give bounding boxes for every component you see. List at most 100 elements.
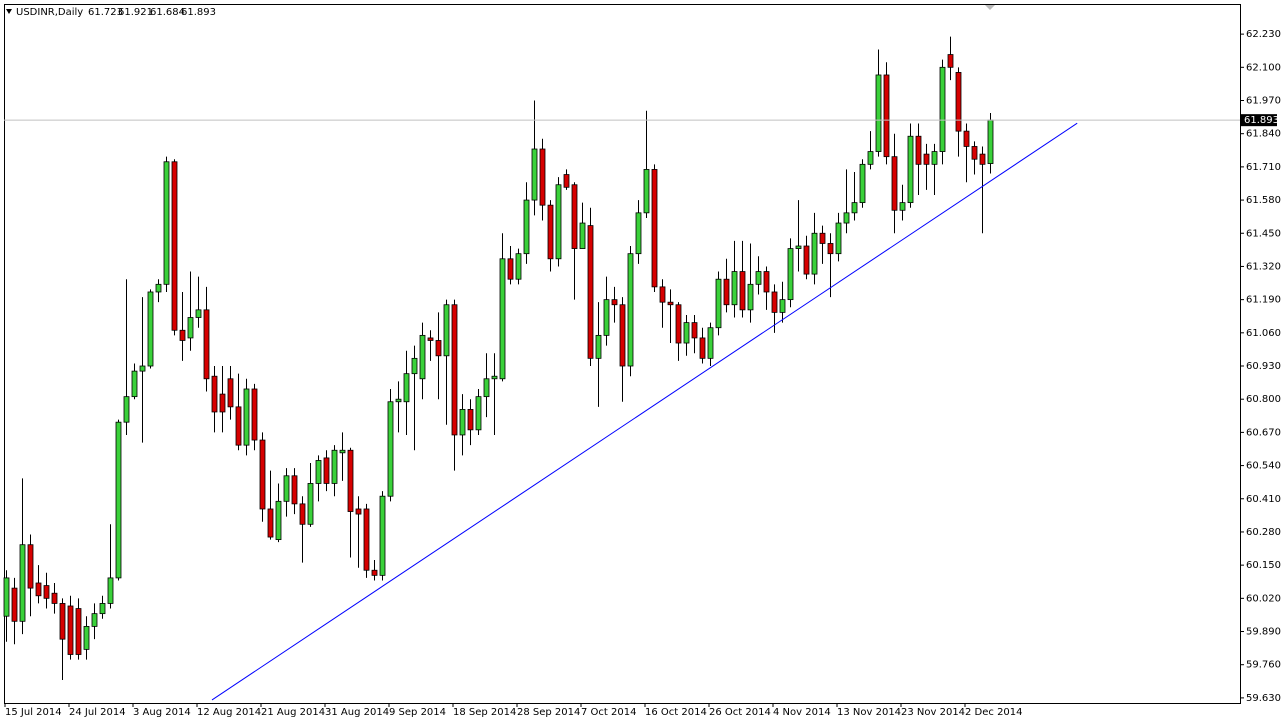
ohlc-low: 61.684 bbox=[150, 7, 185, 18]
candle-body bbox=[155, 283, 162, 293]
candle-body bbox=[579, 222, 586, 249]
x-tick-label: 28 Sep 2014 bbox=[517, 707, 580, 718]
candle-body bbox=[643, 169, 650, 214]
candle-body bbox=[771, 291, 778, 313]
candle-body bbox=[315, 460, 322, 484]
candle-body bbox=[547, 204, 554, 260]
candle-body bbox=[947, 54, 954, 68]
x-tick-label: 15 Jul 2014 bbox=[5, 707, 62, 718]
candle-body bbox=[651, 169, 658, 288]
candle-body bbox=[67, 605, 74, 655]
candle-body bbox=[179, 329, 186, 341]
candle-body bbox=[755, 271, 762, 285]
y-tick-label: 61.970 bbox=[1246, 96, 1281, 107]
candle-body bbox=[115, 421, 122, 579]
y-tick-label: 60.670 bbox=[1246, 427, 1281, 438]
y-tick-label: 61.710 bbox=[1246, 162, 1281, 173]
candle-body bbox=[43, 585, 50, 599]
shift-marker bbox=[985, 5, 995, 10]
candle-body bbox=[603, 299, 610, 336]
candle-body bbox=[731, 271, 738, 306]
candle-body bbox=[51, 592, 58, 604]
candle-body bbox=[707, 327, 714, 359]
candle-body bbox=[267, 508, 274, 538]
candle-body bbox=[507, 258, 514, 280]
plot-frame bbox=[4, 4, 1241, 704]
candle-body bbox=[683, 322, 690, 344]
y-tick-label: 61.450 bbox=[1246, 228, 1281, 239]
candle-body bbox=[91, 613, 98, 627]
candle-body bbox=[19, 544, 26, 622]
candle-body bbox=[619, 304, 626, 367]
candle-body bbox=[627, 253, 634, 367]
candle-body bbox=[131, 370, 138, 398]
candle-body bbox=[27, 544, 34, 589]
x-tick-label: 4 Nov 2014 bbox=[773, 707, 831, 718]
candle-body bbox=[219, 393, 226, 413]
candle-body bbox=[11, 587, 18, 622]
y-tick-label: 60.150 bbox=[1246, 560, 1281, 571]
candle-body bbox=[555, 184, 562, 260]
candle-body bbox=[243, 388, 250, 446]
y-tick-label: 60.540 bbox=[1246, 461, 1281, 472]
x-tick-label: 23 Nov 2014 bbox=[901, 707, 965, 718]
candle-body bbox=[907, 135, 914, 204]
candle-body bbox=[483, 378, 490, 398]
candle-body bbox=[859, 163, 866, 204]
candle-body bbox=[827, 243, 834, 255]
price-label-box bbox=[1241, 114, 1277, 127]
candle-body bbox=[475, 396, 482, 431]
candle-body bbox=[931, 151, 938, 165]
candle-body bbox=[987, 119, 994, 164]
candle-body bbox=[531, 148, 538, 201]
y-tick-label: 60.410 bbox=[1246, 494, 1281, 505]
candle-body bbox=[491, 375, 498, 380]
x-tick-label: 16 Oct 2014 bbox=[645, 707, 707, 718]
candle-body bbox=[379, 495, 386, 576]
candle-body bbox=[667, 301, 674, 306]
candle-body bbox=[35, 582, 42, 597]
candle-body bbox=[355, 508, 362, 515]
candle-body bbox=[939, 66, 946, 152]
candle-body bbox=[451, 304, 458, 436]
candle-body bbox=[795, 245, 802, 249]
candle-body bbox=[923, 153, 930, 165]
y-tick-label: 62.230 bbox=[1246, 29, 1281, 40]
candle-body bbox=[955, 72, 962, 132]
trendline bbox=[211, 122, 1078, 701]
candle-body bbox=[187, 317, 194, 339]
candle-body bbox=[3, 577, 10, 617]
candle-body bbox=[779, 299, 786, 313]
candle-body bbox=[307, 483, 314, 525]
candle-body bbox=[835, 222, 842, 255]
x-tick-label: 18 Sep 2014 bbox=[453, 707, 516, 718]
ohlc-close: 61.893 bbox=[181, 7, 216, 18]
candle-body bbox=[691, 322, 698, 339]
candle-body bbox=[107, 577, 114, 604]
x-tick-label: 26 Oct 2014 bbox=[709, 707, 771, 718]
candle-body bbox=[819, 232, 826, 244]
candle-body bbox=[387, 401, 394, 497]
y-tick-label: 60.280 bbox=[1246, 527, 1281, 538]
candle-body bbox=[299, 503, 306, 525]
candle-body bbox=[739, 271, 746, 311]
candle-body bbox=[963, 130, 970, 147]
candle-body bbox=[195, 309, 202, 318]
ohlc-high: 61.921 bbox=[118, 7, 153, 18]
candle-body bbox=[715, 278, 722, 329]
candle-body bbox=[523, 199, 530, 255]
candle-body bbox=[563, 174, 570, 188]
x-tick-label: 3 Aug 2014 bbox=[133, 707, 191, 718]
candle-body bbox=[499, 258, 506, 380]
menu-arrow[interactable] bbox=[6, 9, 12, 14]
y-tick-label: 59.760 bbox=[1246, 660, 1281, 671]
candle-body bbox=[571, 184, 578, 249]
y-tick-label: 61.580 bbox=[1246, 195, 1281, 206]
candle-body bbox=[843, 212, 850, 224]
x-tick-label: 13 Nov 2014 bbox=[837, 707, 901, 718]
y-tick-label: 59.630 bbox=[1246, 693, 1281, 704]
candle-body bbox=[723, 278, 730, 306]
candle-body bbox=[811, 232, 818, 275]
y-tick-label: 60.800 bbox=[1246, 394, 1281, 405]
